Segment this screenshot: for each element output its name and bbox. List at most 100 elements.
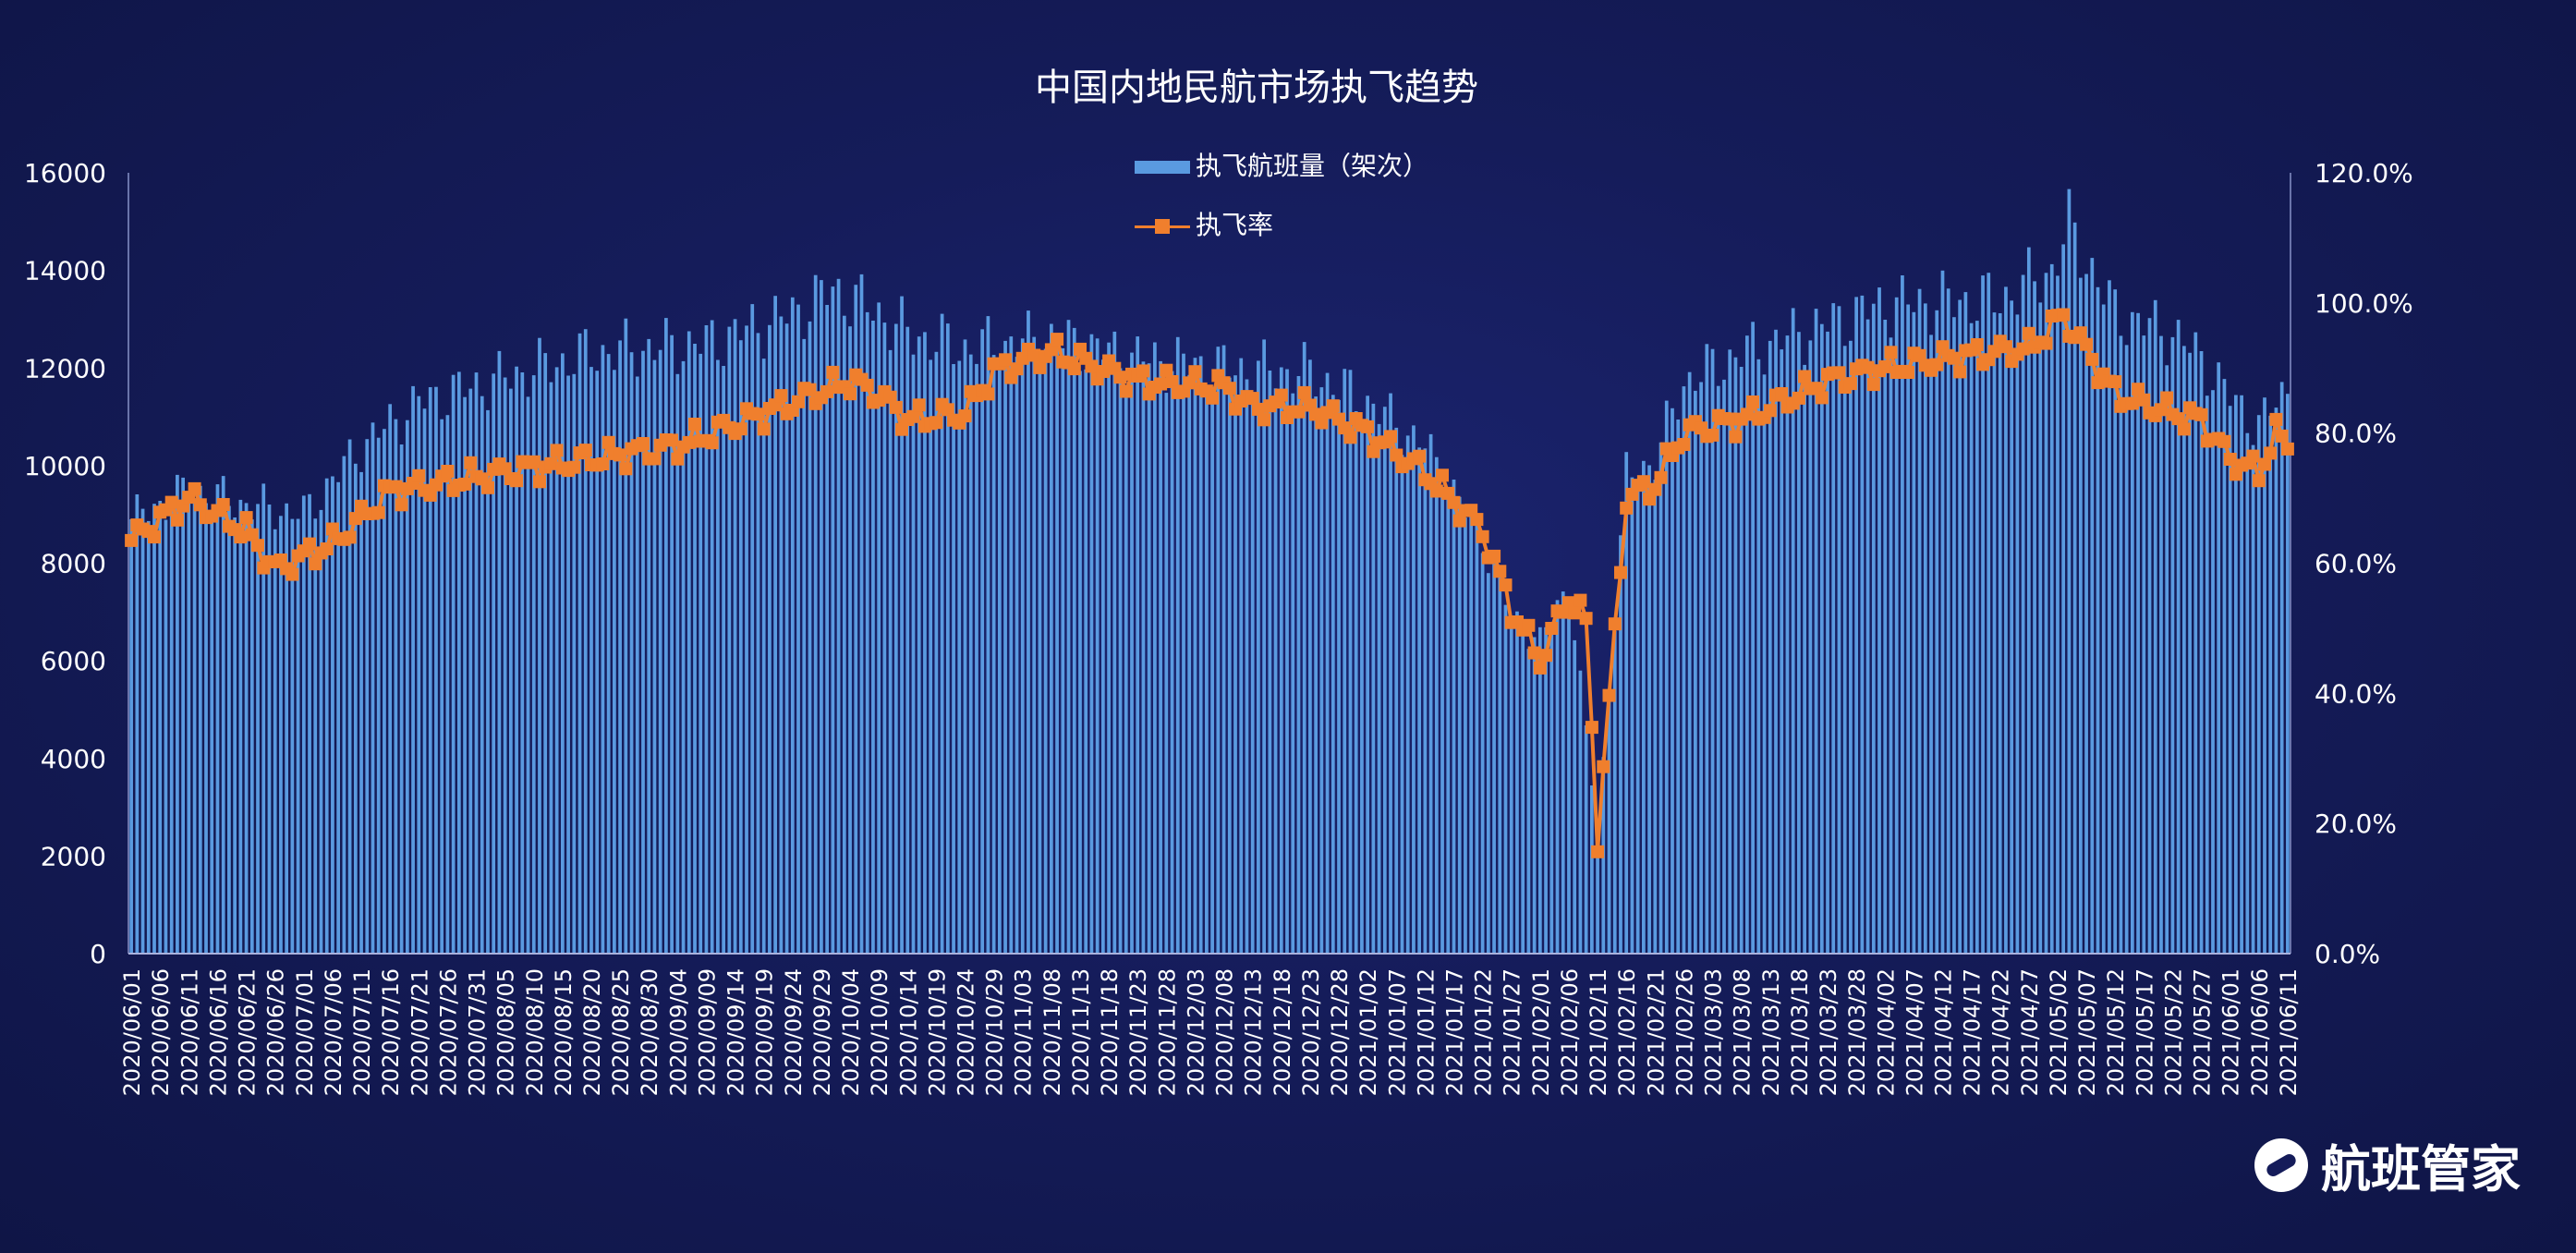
rate-point xyxy=(320,542,334,555)
bar xyxy=(1676,420,1681,954)
bar xyxy=(468,388,473,955)
x-tick-label: 2021/04/07 xyxy=(1902,968,1927,1096)
bar xyxy=(738,340,743,954)
y-right-tick-label: 80.0% xyxy=(2315,419,2397,449)
bar xyxy=(1619,535,1622,954)
rate-point xyxy=(1987,345,2001,359)
rate-point xyxy=(1297,385,1311,399)
bar xyxy=(1314,396,1318,955)
bar xyxy=(1544,626,1548,954)
x-tick-label: 2020/10/04 xyxy=(838,968,864,1096)
rate-point xyxy=(895,422,908,436)
bar xyxy=(365,439,370,954)
logo-text: 航班管家 xyxy=(2321,1140,2521,1198)
bar xyxy=(1319,387,1324,955)
bar xyxy=(975,363,978,954)
rate-point xyxy=(544,456,558,470)
bar xyxy=(1061,347,1065,954)
y-left-tick-label: 4000 xyxy=(41,744,106,774)
bar xyxy=(1343,369,1347,954)
bar xyxy=(1032,336,1037,955)
bar xyxy=(1164,393,1169,955)
bar xyxy=(1808,340,1813,954)
bar xyxy=(871,321,875,954)
bar xyxy=(831,286,835,955)
rate-point xyxy=(2125,396,2139,410)
y-left-tick-label: 12000 xyxy=(24,353,106,383)
bar xyxy=(1187,374,1192,954)
rate-point xyxy=(1648,482,1662,496)
bar xyxy=(1405,435,1410,954)
bar xyxy=(641,350,645,954)
y-right-tick-label: 0.0% xyxy=(2315,939,2380,969)
bar xyxy=(1526,649,1531,954)
x-tick-label: 2021/05/22 xyxy=(2160,968,2186,1096)
bar xyxy=(336,481,341,954)
rate-point xyxy=(1315,416,1329,430)
bar xyxy=(1498,573,1502,954)
bar xyxy=(1687,371,1692,954)
x-tick-label: 2021/04/12 xyxy=(1931,968,1957,1096)
legend-item-flights: 执飞航班量（架次） xyxy=(1135,146,1428,183)
bar xyxy=(1509,616,1513,954)
bar xyxy=(1257,360,1260,954)
y-right-tick-label: 40.0% xyxy=(2315,678,2397,709)
rate-point xyxy=(1113,371,1127,384)
rate-point xyxy=(734,422,747,436)
bar xyxy=(1745,335,1749,954)
bar xyxy=(1969,322,1974,954)
x-tick-label: 2020/08/30 xyxy=(637,968,662,1096)
bar xyxy=(181,477,185,954)
bar xyxy=(997,370,1002,954)
rate-point xyxy=(1470,513,1484,527)
x-tick-label: 2021/05/07 xyxy=(2074,968,2100,1096)
bar xyxy=(618,340,622,954)
bar xyxy=(388,404,393,954)
bar xyxy=(140,508,145,954)
bar xyxy=(261,483,266,954)
bar xyxy=(761,359,766,955)
bar xyxy=(1664,400,1669,955)
bar xyxy=(1101,359,1105,954)
bar xyxy=(2170,336,2175,954)
bar xyxy=(1992,312,1997,955)
bar xyxy=(808,321,812,954)
bar xyxy=(1417,447,1422,954)
bar xyxy=(1842,346,1847,954)
bar xyxy=(1279,367,1283,954)
bar xyxy=(244,503,249,954)
bar xyxy=(1549,623,1554,954)
bar xyxy=(1469,510,1474,954)
x-tick-label: 2021/02/06 xyxy=(1557,968,1583,1096)
bar xyxy=(940,313,944,955)
bar xyxy=(1141,361,1146,954)
bar xyxy=(980,329,985,954)
bar xyxy=(158,501,163,954)
x-tick-label: 2021/05/12 xyxy=(2103,968,2129,1096)
x-tick-label: 2021/03/23 xyxy=(1816,968,1841,1096)
bar xyxy=(526,396,530,954)
bar xyxy=(945,323,950,955)
bar xyxy=(1940,270,1945,954)
rate-point xyxy=(619,462,633,476)
rate-point xyxy=(1798,370,1812,383)
bar xyxy=(2108,280,2111,954)
rate-point xyxy=(1493,565,1507,578)
bar xyxy=(1015,357,1019,955)
bar xyxy=(1285,369,1289,954)
x-tick-label: 2020/09/19 xyxy=(752,968,778,1096)
bar xyxy=(2049,263,2054,954)
x-tick-label: 2020/10/14 xyxy=(895,968,921,1096)
bar xyxy=(1245,379,1249,954)
rate-point xyxy=(1947,351,1961,365)
bar xyxy=(2182,346,2186,954)
bar xyxy=(900,296,904,955)
bar xyxy=(135,494,140,954)
rate-point xyxy=(757,422,771,436)
bar xyxy=(198,485,202,954)
bar xyxy=(1653,480,1658,954)
rate-point xyxy=(193,498,207,512)
rate-point xyxy=(648,452,662,466)
bar xyxy=(1464,517,1467,954)
